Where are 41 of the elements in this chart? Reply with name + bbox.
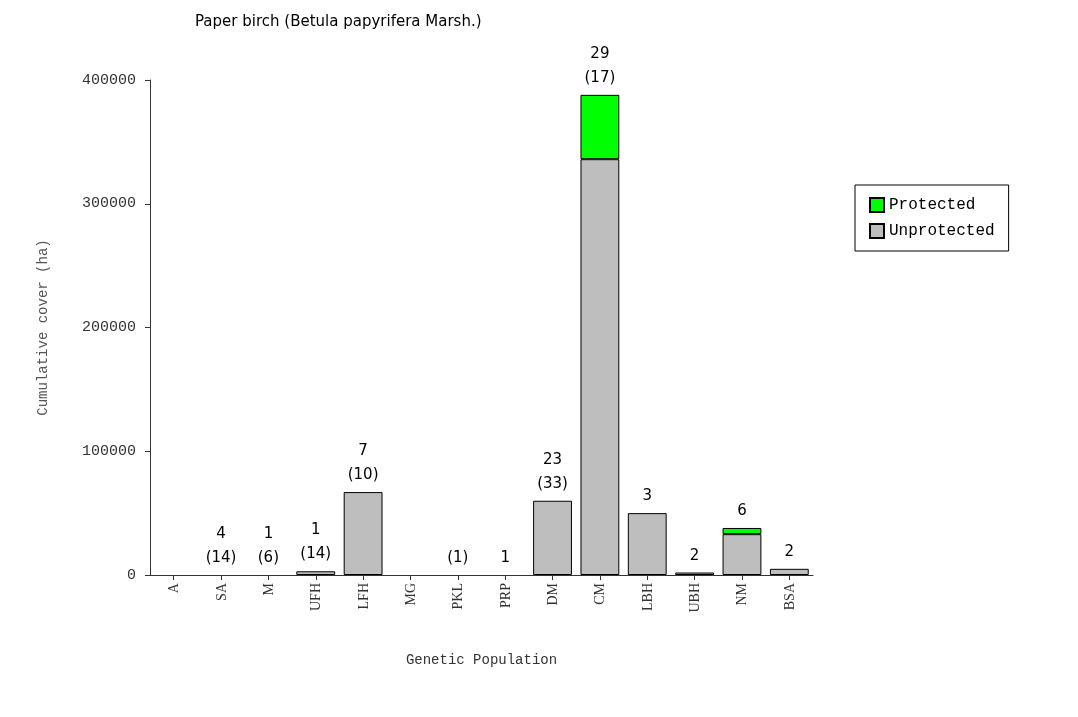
y-axis-title: Cumulative cover (ha) <box>35 239 51 416</box>
x-tick-label: SA <box>213 582 229 601</box>
x-tick-label: NM <box>734 582 750 606</box>
annotation: 29 (17) <box>584 43 616 86</box>
legend-label: Protected <box>889 196 976 214</box>
legend-label: Unprotected <box>889 222 995 240</box>
y-tick-label: 300000 <box>81 195 136 213</box>
bar <box>343 492 383 575</box>
annotation: 6 <box>737 500 747 519</box>
x-tick-label: DM <box>545 582 561 606</box>
x-tick-label: PRP <box>497 582 513 608</box>
annotation: 4 (14) <box>205 524 237 566</box>
annotation: 2 <box>784 541 795 560</box>
bar <box>769 568 809 575</box>
annotation: 1 (6) <box>257 524 280 566</box>
annotation: 7 (10) <box>347 441 379 484</box>
annotation: 1 (14) <box>300 520 332 563</box>
annotation: (1) <box>447 548 469 566</box>
x-tick-label: BSA <box>781 582 797 611</box>
x-tick-label: UBH <box>687 583 703 613</box>
x-tick-label: UFH <box>308 583 324 612</box>
annotation: 1 <box>500 548 510 566</box>
y-tick-label: 0 <box>126 566 136 584</box>
x-axis-title: Genetic Population <box>405 652 558 668</box>
x-tick-label: LFH <box>355 583 371 610</box>
x-tick-label: CM <box>592 582 608 605</box>
x-tick-label: LBH <box>639 583 655 611</box>
annotation: 23 (33) <box>537 449 568 492</box>
chart-title: Paper birch (Betula papyrifera Marsh.) <box>195 11 482 30</box>
annotation: 3 <box>642 486 653 505</box>
y-tick-label: 400000 <box>81 71 136 89</box>
x-tick-label: M <box>260 582 276 596</box>
bar <box>627 513 667 575</box>
x-tick-label: PKL <box>450 583 466 610</box>
y-tick-label: 100000 <box>81 442 136 460</box>
x-tick-label: A <box>166 582 182 594</box>
bar <box>533 500 572 575</box>
bar <box>296 571 336 575</box>
annotation: 2 <box>689 545 700 564</box>
y-tick-label: 200000 <box>81 319 136 336</box>
x-tick-label: MG <box>402 583 418 606</box>
